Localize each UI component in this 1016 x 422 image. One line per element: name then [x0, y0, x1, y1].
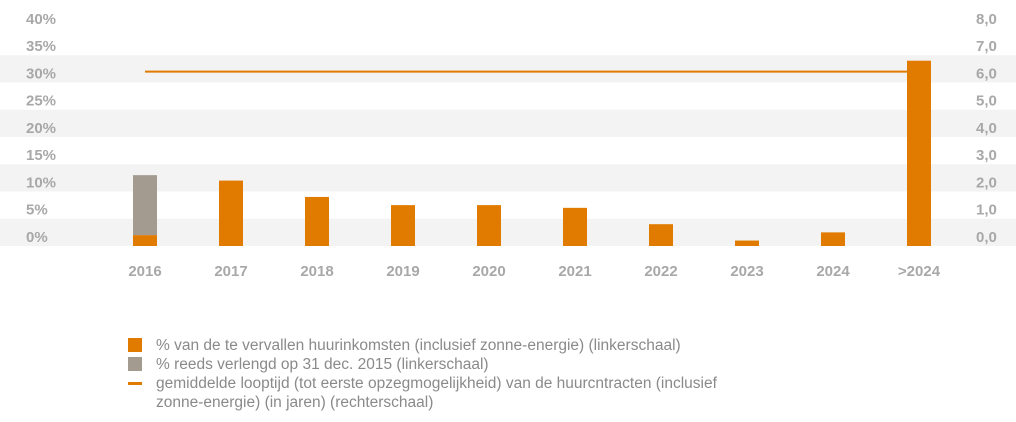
y-tick-label: 15% — [26, 147, 56, 164]
x-tick-label: 2022 — [644, 263, 677, 280]
legend-label: gemiddelde looptijd (tot eerste opzegmog… — [156, 375, 717, 411]
legend-item: gemiddelde looptijd (tot eerste opzegmog… — [128, 374, 756, 412]
stripe — [0, 55, 1016, 83]
y-tick-label: 10% — [26, 174, 56, 191]
bar — [219, 180, 243, 246]
y-tick-label: 20% — [26, 120, 56, 137]
x-tick-label: >2024 — [898, 263, 941, 280]
bar — [735, 240, 759, 246]
y-tick-label: 35% — [26, 38, 56, 55]
x-tick-label: 2023 — [730, 263, 763, 280]
legend-item: % van de te vervallen huurinkomsten (inc… — [128, 336, 756, 355]
stripe — [0, 164, 1016, 192]
x-tick-label: 2017 — [214, 263, 247, 280]
bar — [477, 205, 501, 246]
legend-swatch — [128, 382, 142, 385]
bar — [305, 196, 329, 246]
bar — [649, 224, 673, 246]
legend-swatch — [128, 357, 142, 371]
y-tick-label: 30% — [26, 65, 56, 82]
bar — [391, 205, 415, 246]
y-tick-label: 25% — [26, 93, 56, 110]
y2-tick-label: 4,0 — [976, 120, 997, 137]
legend-swatch — [128, 338, 142, 352]
y-tick-label: 0% — [26, 229, 48, 246]
bar — [133, 235, 157, 246]
bar — [907, 60, 931, 247]
x-tick-label: 2020 — [472, 263, 505, 280]
y2-tick-label: 2,0 — [976, 174, 997, 191]
legend: % van de te vervallen huurinkomsten (inc… — [128, 336, 756, 412]
y2-tick-label: 1,0 — [976, 202, 997, 219]
y2-tick-label: 0,0 — [976, 229, 997, 246]
x-tick-label: 2024 — [816, 263, 850, 280]
bar — [821, 232, 845, 246]
y2-tick-label: 6,0 — [976, 65, 997, 82]
bar — [133, 175, 157, 236]
y-tick-label: 40% — [26, 11, 56, 28]
y2-tick-label: 8,0 — [976, 11, 997, 28]
x-tick-label: 2021 — [558, 263, 591, 280]
stripe — [0, 218, 1016, 246]
x-tick-label: 2019 — [386, 263, 419, 280]
y2-tick-label: 7,0 — [976, 38, 997, 55]
y2-tick-label: 5,0 — [976, 93, 997, 110]
stripe — [0, 109, 1016, 137]
y-tick-label: 5% — [26, 202, 48, 219]
chart: 0% 5% 10% 15% 20% 25% 30% 35% 40% 0,0 1,0 2,0 3,0 4,0… — [0, 11, 1016, 280]
legend-label: % van de te vervallen huurinkomsten (inc… — [156, 337, 681, 354]
bar — [563, 207, 587, 246]
y2-tick-label: 3,0 — [976, 147, 997, 164]
legend-label: % reeds verlengd op 31 dec. 2015 (linker… — [156, 356, 489, 373]
x-tick-label: 2018 — [300, 263, 333, 280]
x-tick-label: 2016 — [128, 263, 161, 280]
legend-item: % reeds verlengd op 31 dec. 2015 (linker… — [128, 355, 756, 374]
